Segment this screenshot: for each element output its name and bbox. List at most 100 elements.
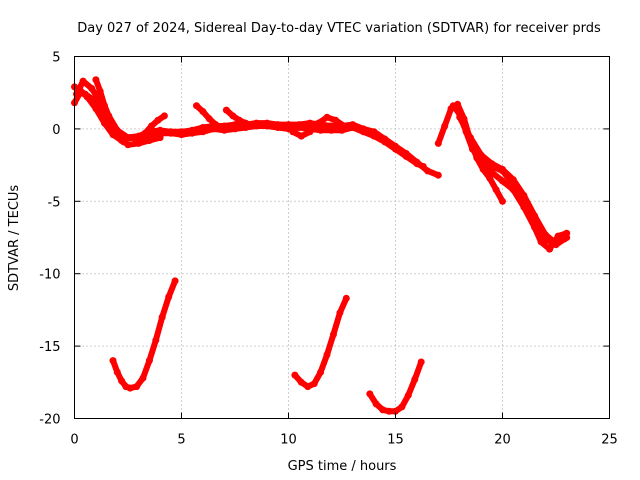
data-point: [541, 231, 549, 239]
data-point: [285, 121, 292, 129]
data-point: [113, 131, 121, 139]
data-point: [327, 122, 335, 130]
data-point: [441, 122, 449, 130]
data-point: [252, 119, 260, 127]
data-point: [563, 229, 571, 237]
data-point: [133, 383, 141, 391]
data-point: [158, 313, 166, 321]
data-point: [165, 293, 173, 301]
data-point: [235, 116, 243, 124]
data-point: [297, 132, 305, 140]
y-tick-label: -20: [39, 413, 60, 428]
data-point: [323, 113, 331, 121]
data-point: [126, 384, 134, 392]
axis-ticks: 0 5 10 15 20 25 5 0 -5 -10 -15 -20: [39, 51, 618, 448]
data-point: [113, 368, 121, 376]
y-tick-label: -5: [48, 195, 61, 210]
data-point: [456, 113, 464, 121]
data-point: [424, 167, 432, 175]
x-tick-label: 15: [387, 433, 404, 448]
data-point: [205, 115, 213, 123]
y-axis-label: SDTVAR / TECUs: [7, 185, 22, 292]
data-point: [167, 128, 175, 136]
data-point: [212, 121, 220, 129]
data-point: [79, 77, 87, 85]
data-point: [291, 371, 299, 379]
data-point: [295, 121, 303, 129]
data-point: [160, 112, 168, 120]
data-point: [310, 380, 318, 388]
data-point: [109, 122, 117, 130]
data-point: [145, 137, 153, 144]
data-point: [370, 128, 378, 136]
x-tick-label: 10: [280, 433, 297, 448]
data-point: [479, 165, 487, 173]
data-point: [231, 121, 239, 129]
data-point: [366, 390, 374, 398]
data-point: [336, 309, 344, 317]
data-point: [499, 165, 506, 173]
data-point: [306, 119, 314, 127]
data-point: [229, 112, 237, 120]
data-point: [434, 171, 442, 179]
data-point: [520, 192, 528, 199]
data-point: [488, 168, 496, 176]
data-point: [105, 112, 113, 120]
data-point: [218, 125, 226, 133]
data-point: [398, 403, 406, 411]
data-point: [385, 407, 393, 415]
data-point: [242, 119, 250, 127]
y-tick-label: 5: [52, 51, 60, 66]
x-axis-label: GPS time / hours: [288, 459, 397, 474]
data-point: [222, 106, 230, 114]
data-point: [392, 142, 399, 150]
data-point: [193, 102, 200, 110]
x-tick-label: 20: [494, 433, 511, 448]
series-late-track-d: [478, 153, 570, 253]
data-point: [109, 357, 117, 365]
data-point: [152, 336, 160, 344]
data-point: [499, 177, 506, 185]
plot-frame: [74, 56, 610, 419]
data-point: [332, 116, 340, 124]
data-point: [96, 87, 104, 95]
data-point: [306, 128, 314, 136]
data-series: [71, 76, 571, 415]
data-point: [359, 125, 367, 133]
data-point: [289, 128, 297, 136]
data-point: [537, 238, 545, 246]
data-point: [156, 134, 164, 142]
x-tick-label: 25: [601, 433, 618, 448]
data-point: [118, 377, 126, 385]
data-point: [499, 197, 506, 205]
data-point: [546, 245, 554, 253]
data-point: [139, 374, 147, 382]
data-point: [486, 174, 494, 182]
data-point: [135, 137, 143, 144]
data-point: [274, 121, 282, 129]
data-point: [145, 357, 153, 365]
data-point: [317, 126, 325, 134]
data-point: [148, 122, 155, 130]
data-point: [342, 294, 350, 302]
data-point: [531, 212, 539, 220]
data-point: [372, 400, 380, 408]
data-point: [379, 406, 387, 414]
x-tick-label: 0: [70, 433, 78, 448]
data-point: [156, 126, 164, 134]
data-point: [188, 126, 196, 134]
data-point: [434, 139, 442, 147]
data-point: [402, 150, 410, 157]
y-tick-label: -15: [39, 340, 60, 355]
series-late-track-a: [435, 101, 506, 205]
data-point: [92, 76, 100, 84]
data-point: [520, 203, 528, 211]
data-point: [88, 84, 96, 92]
data-point: [466, 134, 474, 142]
data-point: [531, 223, 539, 231]
data-point: [477, 152, 485, 160]
data-point: [141, 129, 149, 137]
data-point: [304, 383, 312, 391]
data-point: [417, 358, 425, 366]
